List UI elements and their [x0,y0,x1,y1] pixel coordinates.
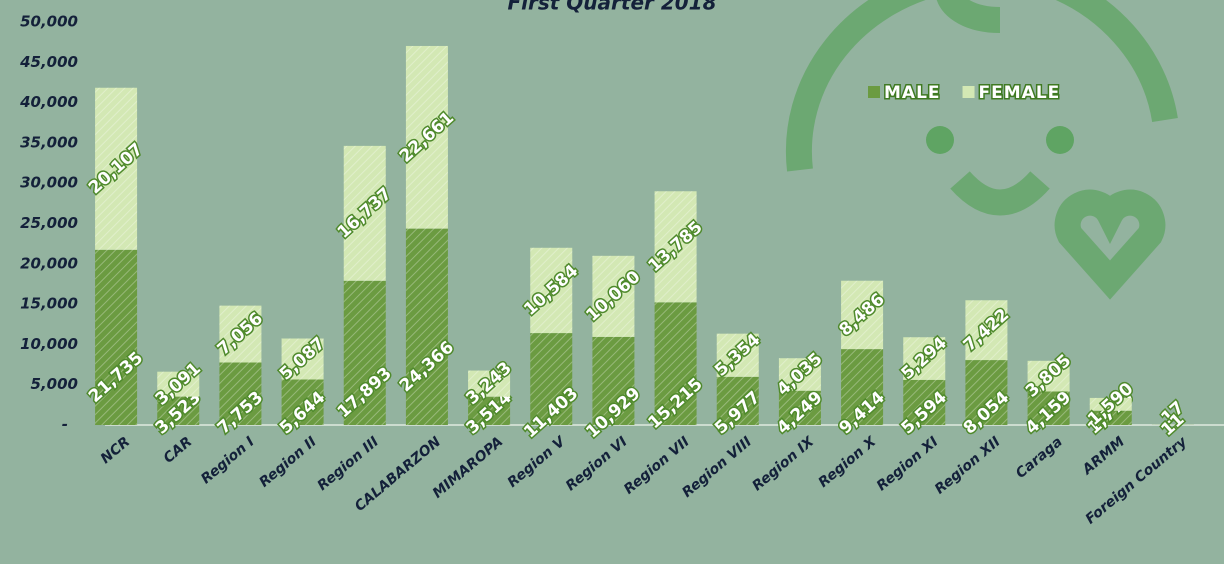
x-tick-label: Foreign Country [1083,433,1191,527]
x-tick-label: NCR [98,434,133,467]
legend-swatch [868,86,880,98]
x-tick-label: Caraga [1013,434,1066,482]
y-tick-label: 5,000 [31,375,78,393]
legend-label: MALE [884,83,941,103]
baby-decoration [799,0,1165,280]
bar-hatch [406,229,448,425]
y-tick-label: 50,000 [20,13,78,31]
chart: First Quarter 2018 MALE FEMALE - 5,000 10,0… [0,0,1224,564]
y-tick-label: 10,000 [20,335,78,353]
x-tick-label: Region V [505,433,570,491]
legend: MALE FEMALE [868,83,1060,103]
y-tick-label: 30,000 [20,174,78,192]
x-tick-label: CAR [161,434,196,467]
y-tick-label: 40,000 [19,93,78,111]
x-tick-label: Region XII [932,434,1004,498]
chart-title: First Quarter 2018 [507,0,716,15]
y-tick-label: 20,000 [20,254,78,272]
x-tick-label: Region IX [749,433,818,494]
x-tick-label: Region II [256,434,319,491]
legend-swatch [963,86,975,98]
y-tick-label: 25,000 [20,214,78,232]
legend-label: FEMALE [979,83,1061,103]
y-tick-label: 35,000 [20,133,78,151]
x-tick-label: Region I [198,434,257,487]
x-tick-label: Region X [816,433,881,491]
y-tick-label: - [62,416,68,434]
y-tick-label: 45,000 [19,53,78,71]
x-tick-label: ARMM [1079,434,1128,479]
y-tick-label: 15,000 [20,295,78,313]
